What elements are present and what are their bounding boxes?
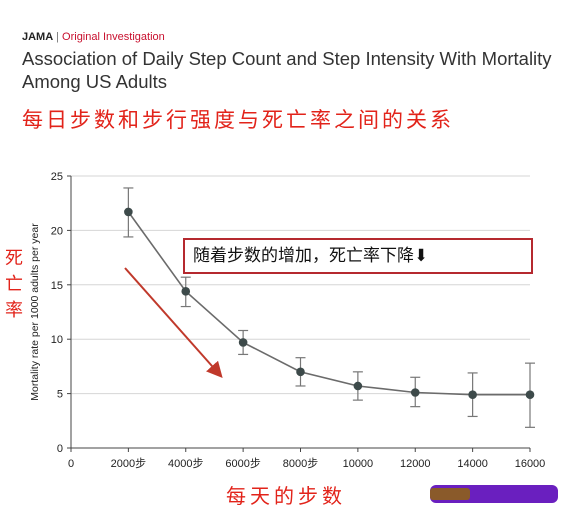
chinese-title-annotation: 每日步数和步行强度与死亡率之间的关系	[22, 108, 454, 132]
x-tick-label: 4000步	[168, 457, 203, 470]
trend-callout-box: 随着步数的增加，死亡率下降⬇	[183, 238, 533, 274]
trend-arrow	[124, 267, 223, 378]
chinese-x-axis-annotation: 每天的步数	[226, 484, 346, 508]
x-tick-label: 10000	[343, 458, 374, 470]
y-tick-label: 15	[51, 280, 63, 292]
data-point	[468, 390, 477, 399]
x-tick-label: 8000步	[283, 457, 318, 470]
x-tick-label: 6000步	[225, 457, 260, 470]
article-title: Association of Daily Step Count and Step…	[22, 48, 552, 92]
x-tick-label: 14000	[457, 458, 488, 470]
series-line	[127, 211, 530, 396]
x-tick-label: 2000步	[111, 457, 146, 470]
data-point	[353, 381, 363, 391]
y-axis-label: Mortality rate per 1000 adults per year	[29, 223, 41, 401]
y-tick-label: 10	[51, 334, 63, 346]
x-tick-label: 16000	[515, 458, 546, 470]
data-point	[525, 390, 535, 399]
journal-name: JAMA	[22, 31, 54, 43]
data-point	[124, 207, 133, 217]
article-section: Original Investigation	[62, 31, 165, 43]
chinese-y-axis-annotation: 死亡率	[5, 248, 23, 321]
data-point	[238, 338, 248, 347]
redaction-mark	[430, 485, 558, 503]
journal-header: JAMA | Original Investigation	[22, 31, 165, 43]
y-tick-label: 20	[51, 225, 63, 237]
y-tick-label: 25	[51, 171, 63, 183]
journal-separator: |	[56, 31, 60, 43]
y-tick-label: 5	[57, 389, 63, 401]
y-tick-label: 0	[57, 443, 63, 455]
data-point	[296, 367, 305, 377]
x-tick-label: 12000	[400, 458, 431, 470]
x-tick-label: 0	[68, 458, 74, 470]
data-point	[181, 287, 191, 296]
data-point	[410, 388, 420, 397]
